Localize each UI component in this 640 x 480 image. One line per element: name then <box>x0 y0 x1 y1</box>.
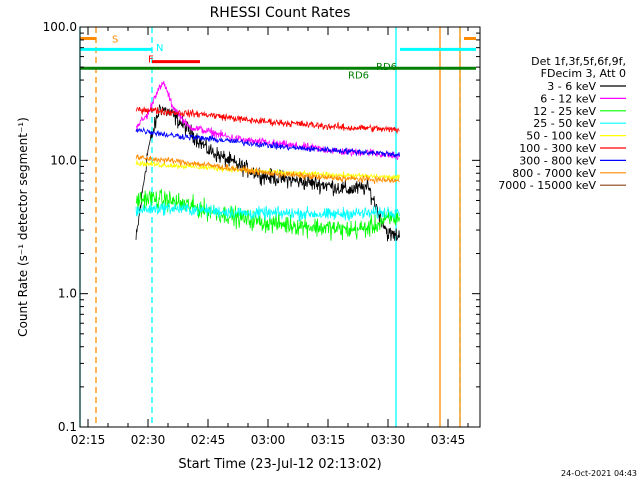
annotation-s-0: S <box>112 34 118 45</box>
x-tick-label-0: 02:15 <box>71 433 106 447</box>
y-tick-label-1: 1.0 <box>58 287 77 301</box>
axes: 0.1 1.0 10.0 100.0 02:15 02:30 02:45 03:00 03:15… <box>43 20 480 447</box>
chart-title: RHESSI Count Rates <box>210 5 351 21</box>
annotations: S NF RD6 RD6 <box>112 34 397 81</box>
legend-label-3-6-kev: 3 - 6 keV <box>547 80 596 93</box>
x-tick-label-3: 03:00 <box>251 433 286 447</box>
legend-label-6-12-kev: 6 - 12 keV <box>540 92 596 105</box>
legend-label-50-100-kev: 50 - 100 keV <box>526 130 596 143</box>
legend-header-1: FDecim 3, Att 0 <box>541 67 626 80</box>
series-line-3-6-kev-0 <box>135 104 400 242</box>
legend-label-100-300-kev: 100 - 300 keV <box>519 142 596 155</box>
annotation-rd6-4: RD6 <box>376 62 397 73</box>
series-line-50-100-kev-0 <box>135 159 400 181</box>
series-line-6-12-kev-0 <box>135 80 400 161</box>
series-line-800-7000-kev-0 <box>135 154 400 185</box>
legend: Det 1f,3f,5f,6f,9f,FDecim 3, Att 03 - 6 … <box>498 55 626 192</box>
state-bars <box>80 36 476 70</box>
x-tick-label-2: 02:45 <box>191 433 226 447</box>
x-axis-label: Start Time (23-Jul-12 02:13:02) <box>178 457 381 472</box>
x-tick-label-4: 03:15 <box>311 433 346 447</box>
y-tick-label-3: 100.0 <box>43 20 77 34</box>
legend-label-800-7000-kev: 800 - 7000 keV <box>512 167 596 180</box>
y-axis-label: Count Rate (s⁻¹ detector segment⁻¹) <box>16 117 30 337</box>
series-line-300-800-kev-0 <box>135 126 400 158</box>
legend-label-12-25-kev: 12 - 25 keV <box>533 105 596 118</box>
series-line-100-300-kev-0 <box>135 106 400 134</box>
x-tick-label-6: 03:45 <box>431 433 466 447</box>
y-tick-label-0: 0.1 <box>58 420 77 434</box>
footer-date: 24-Oct-2021 04:43 <box>561 469 637 478</box>
y-tick-label-2: 10.0 <box>50 153 77 167</box>
legend-label-25-50-kev: 25 - 50 keV <box>533 117 596 130</box>
legend-header-0: Det 1f,3f,5f,6f,9f, <box>531 55 626 68</box>
legend-label-300-800-kev: 300 - 800 keV <box>519 154 596 167</box>
legend-label-7000-15000-kev: 7000 - 15000 keV <box>498 179 596 192</box>
x-tick-label-1: 02:30 <box>131 433 166 447</box>
x-tick-label-5: 03:30 <box>371 433 406 447</box>
series-lines <box>135 80 400 242</box>
series-line-25-50-kev-0 <box>135 202 400 223</box>
annotation-n-1: N <box>156 43 163 54</box>
plot-frame <box>79 26 481 428</box>
annotation-f-2: F <box>148 55 154 66</box>
annotation-rd6-3: RD6 <box>348 71 369 82</box>
